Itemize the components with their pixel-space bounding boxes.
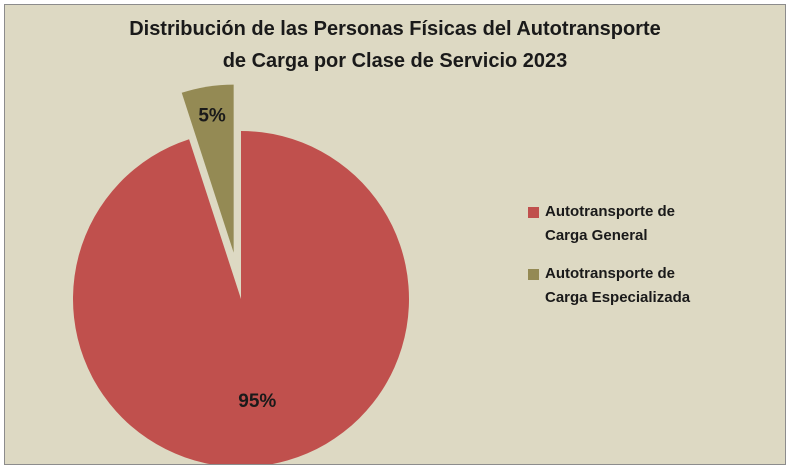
- data-label: 5%: [198, 106, 226, 127]
- plot: Distribución de las Personas Físicas del…: [73, 18, 661, 464]
- legend: Autotransporte de Carga General Autotrans…: [528, 200, 718, 324]
- chart-title: de Carga por Clase de Servicio 2023: [223, 50, 568, 72]
- legend-swatch: [528, 207, 539, 218]
- legend-label: Autotransporte de Carga Especializada: [545, 265, 691, 306]
- pie-slice: [73, 131, 409, 464]
- chart: Distribución de las Personas Físicas del…: [4, 4, 786, 465]
- legend-item: Autotransporte de Carga Especializada: [528, 262, 718, 310]
- pie-slice: [181, 84, 234, 253]
- data-label: 95%: [238, 391, 276, 412]
- chart-title: Distribución de las Personas Físicas del…: [129, 18, 661, 40]
- legend-item: Autotransporte de Carga General: [528, 200, 718, 248]
- legend-swatch: [528, 269, 539, 280]
- legend-label: Autotransporte de Carga General: [545, 203, 676, 244]
